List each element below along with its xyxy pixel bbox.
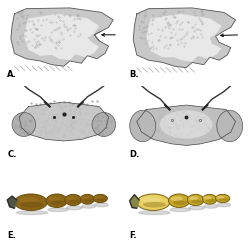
Ellipse shape <box>188 196 198 200</box>
Polygon shape <box>11 8 113 66</box>
Polygon shape <box>133 8 236 68</box>
Ellipse shape <box>94 196 102 199</box>
Ellipse shape <box>216 196 224 199</box>
Ellipse shape <box>14 194 47 210</box>
Ellipse shape <box>168 194 190 207</box>
Ellipse shape <box>141 197 161 203</box>
Ellipse shape <box>217 203 230 207</box>
Ellipse shape <box>187 194 204 206</box>
Ellipse shape <box>191 200 202 204</box>
Ellipse shape <box>69 200 80 204</box>
Text: B.: B. <box>130 70 139 79</box>
Ellipse shape <box>170 208 190 212</box>
Ellipse shape <box>203 196 211 200</box>
Polygon shape <box>146 14 222 62</box>
Ellipse shape <box>48 196 61 201</box>
Ellipse shape <box>12 112 36 137</box>
Ellipse shape <box>81 196 89 200</box>
Ellipse shape <box>160 110 213 139</box>
Ellipse shape <box>203 194 217 204</box>
Ellipse shape <box>84 199 94 202</box>
Text: D.: D. <box>130 150 140 159</box>
Ellipse shape <box>96 198 106 201</box>
Ellipse shape <box>219 198 229 201</box>
Ellipse shape <box>20 202 44 208</box>
Polygon shape <box>130 195 139 208</box>
Ellipse shape <box>139 211 170 215</box>
Ellipse shape <box>50 200 65 205</box>
Polygon shape <box>7 196 17 208</box>
Ellipse shape <box>130 110 156 142</box>
Ellipse shape <box>206 199 216 202</box>
Ellipse shape <box>46 194 67 207</box>
Ellipse shape <box>216 194 230 203</box>
Ellipse shape <box>48 208 68 212</box>
Text: C.: C. <box>7 150 17 159</box>
Polygon shape <box>24 14 99 60</box>
Ellipse shape <box>173 200 188 205</box>
Ellipse shape <box>66 206 82 210</box>
Ellipse shape <box>80 194 94 204</box>
Polygon shape <box>137 105 235 145</box>
Ellipse shape <box>65 194 82 206</box>
Text: E.: E. <box>7 231 16 240</box>
Ellipse shape <box>143 202 166 208</box>
Ellipse shape <box>82 204 95 208</box>
Ellipse shape <box>66 196 76 200</box>
Ellipse shape <box>204 204 218 208</box>
Ellipse shape <box>93 194 107 203</box>
Ellipse shape <box>189 206 204 210</box>
Text: F.: F. <box>130 231 137 240</box>
Text: A.: A. <box>7 70 17 79</box>
Ellipse shape <box>16 211 48 215</box>
Ellipse shape <box>137 194 170 210</box>
Ellipse shape <box>170 196 183 201</box>
Ellipse shape <box>19 197 38 203</box>
Ellipse shape <box>92 112 116 137</box>
Ellipse shape <box>217 110 243 142</box>
Ellipse shape <box>95 203 108 207</box>
Polygon shape <box>19 102 108 141</box>
